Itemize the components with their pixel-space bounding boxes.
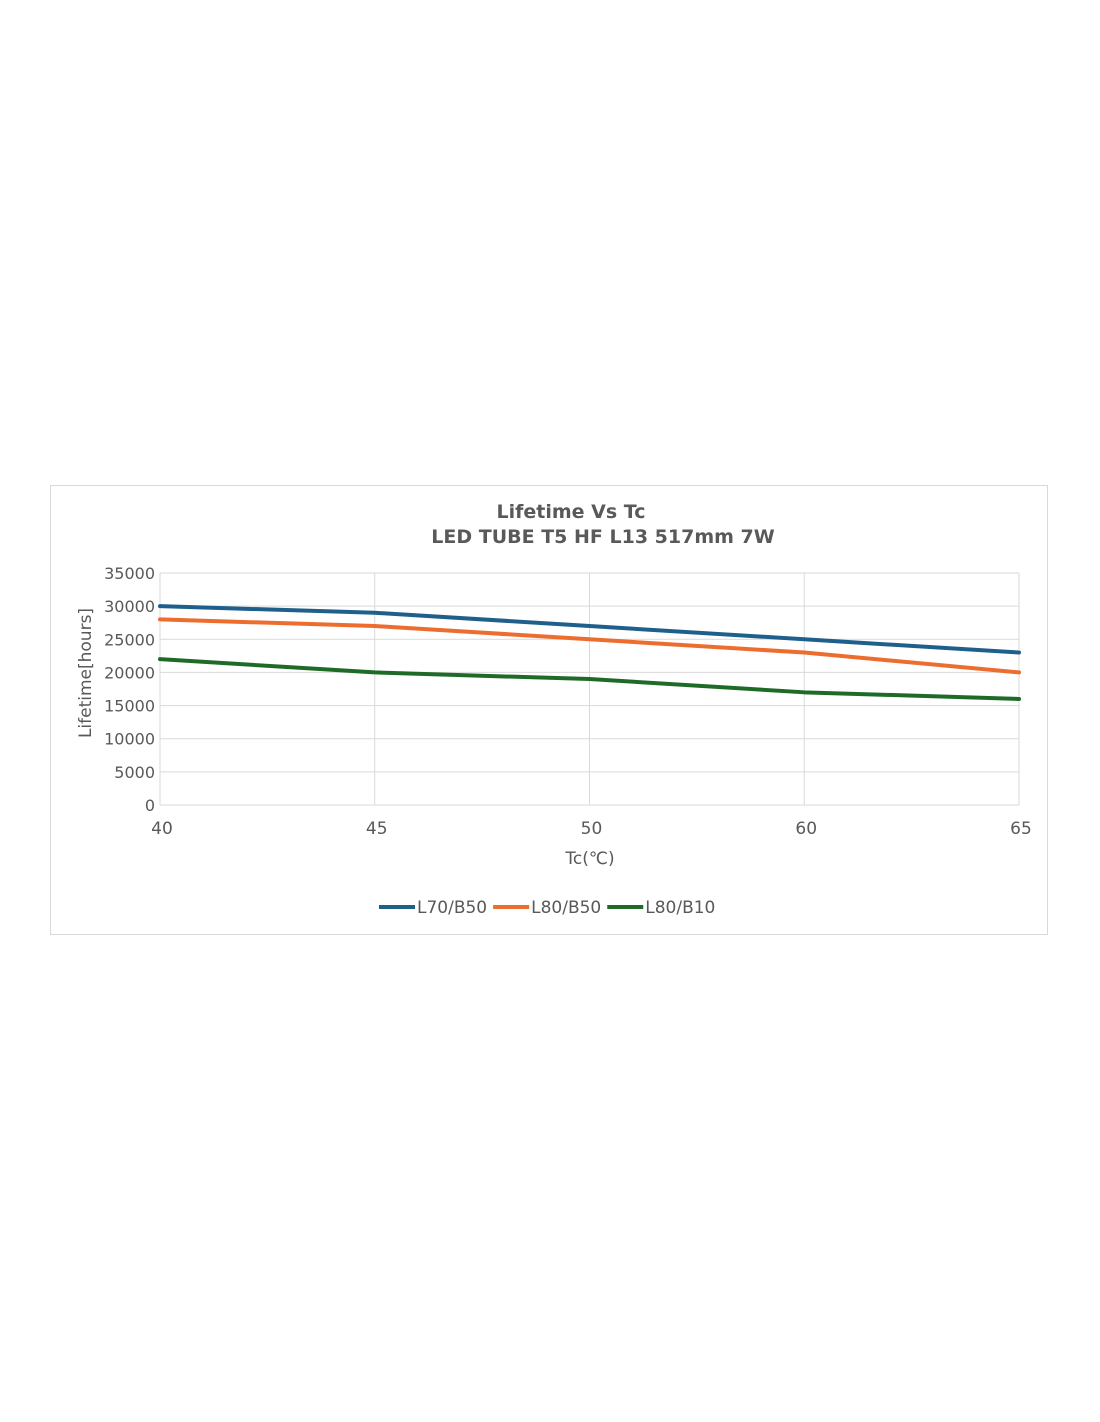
y-tick-label: 25000	[104, 630, 155, 649]
y-tick-label: 35000	[104, 564, 155, 583]
legend: L70/B50 L80/B50 L80/B10	[379, 898, 715, 918]
x-axis-label: Tc(℃)	[564, 849, 614, 869]
legend-label: L70/B50	[417, 898, 487, 918]
chart-container: Lifetime Vs Tc LED TUBE T5 HF L13 517mm …	[50, 485, 1048, 935]
chart-subtitle: LED TUBE T5 HF L13 517mm 7W	[431, 526, 774, 548]
x-axis-ticks: 40 45 50 60 65	[151, 819, 1032, 839]
grid	[159, 572, 1020, 806]
y-axis-label: Lifetime[hours]	[76, 608, 96, 738]
series-line	[158, 657, 1021, 701]
series-line	[158, 604, 1021, 655]
y-tick-label: 15000	[104, 697, 155, 716]
legend-label: L80/B50	[531, 898, 601, 918]
x-tick-label: 40	[151, 819, 173, 839]
y-tick-label: 10000	[104, 730, 155, 749]
x-tick-label: 50	[581, 819, 603, 839]
x-tick-label: 45	[366, 819, 388, 839]
y-tick-label: 0	[145, 796, 155, 815]
y-axis-ticks: 0 5000 10000 15000 20000 25000 30000 35000	[104, 564, 155, 815]
chart-title: Lifetime Vs Tc	[497, 501, 646, 523]
x-tick-label: 60	[795, 819, 817, 839]
series-lines	[158, 604, 1021, 701]
y-tick-label: 5000	[114, 763, 155, 782]
legend-label: L80/B10	[645, 898, 715, 918]
y-tick-label: 20000	[104, 663, 155, 682]
series-line	[158, 617, 1021, 675]
x-tick-label: 65	[1010, 819, 1032, 839]
line-chart: Lifetime Vs Tc LED TUBE T5 HF L13 517mm …	[76, 501, 1032, 918]
y-tick-label: 30000	[104, 597, 155, 616]
